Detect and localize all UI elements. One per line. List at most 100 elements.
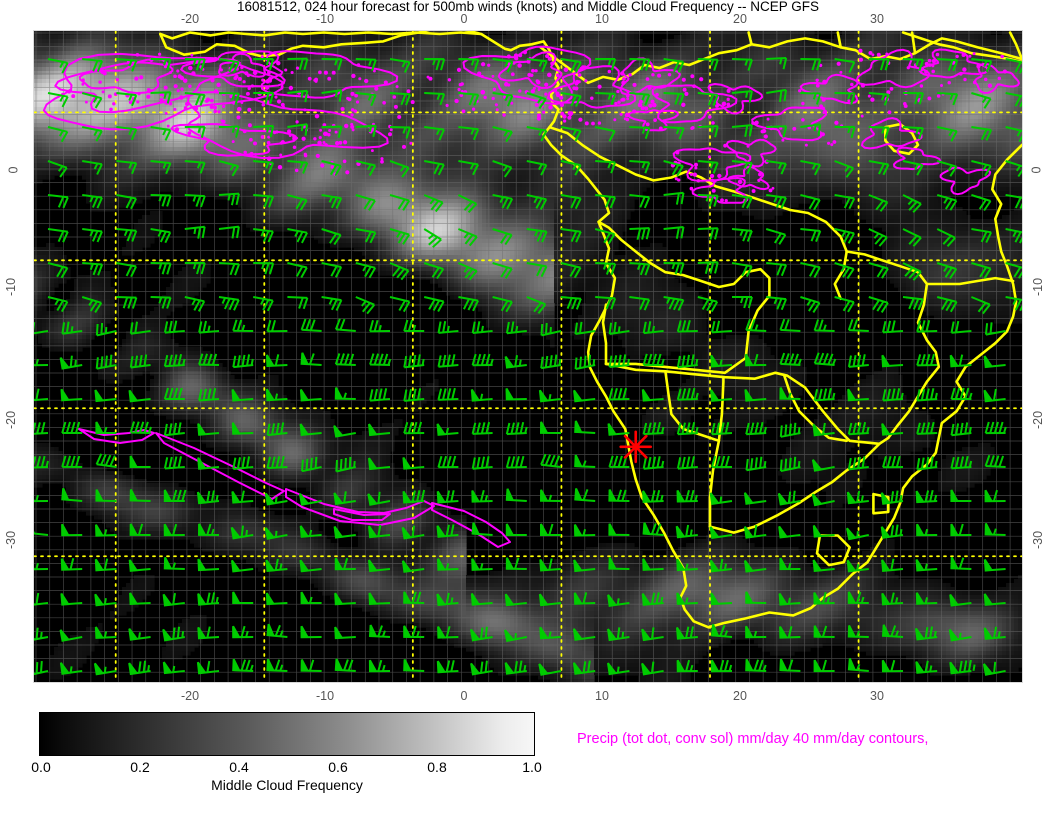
wind-barb	[949, 659, 976, 675]
wind-barb	[266, 319, 288, 333]
wind-barb	[265, 592, 288, 606]
wind-barb	[881, 423, 904, 436]
wind-barb	[436, 592, 459, 606]
wind-barb	[232, 456, 254, 470]
wind-barb	[984, 454, 1006, 468]
wind-barb	[355, 92, 377, 107]
wind-barb	[800, 194, 821, 211]
wind-barb	[560, 296, 582, 310]
wind-barb	[766, 160, 787, 175]
wind-barb	[129, 421, 152, 434]
wind-barb	[1005, 296, 1022, 312]
wind-barb	[424, 58, 446, 71]
wind-barb	[402, 489, 426, 504]
wind-barb	[321, 194, 343, 209]
wind-barb	[902, 262, 922, 281]
wind-barb	[778, 593, 801, 606]
wind-barb	[663, 126, 685, 140]
wind-barb	[128, 660, 151, 676]
wind-barb	[287, 194, 308, 211]
wind-barb	[663, 226, 685, 239]
wind-barb	[745, 353, 767, 367]
wind-barb	[868, 262, 889, 279]
wind-barb	[265, 388, 288, 402]
wind-barb	[492, 296, 513, 313]
wind-barb	[163, 320, 185, 334]
wind-barb	[881, 624, 904, 638]
wind-barb	[93, 662, 117, 676]
wind-barb	[608, 523, 630, 536]
x-tick-top-0: -20	[181, 12, 199, 26]
wind-barb	[403, 421, 425, 435]
wind-barb	[95, 453, 117, 468]
wind-barb	[321, 160, 342, 177]
wind-barb	[470, 626, 493, 642]
wind-barb	[355, 296, 376, 315]
wind-barb	[1005, 92, 1022, 108]
x-tick-top-4: 20	[733, 12, 747, 26]
wind-barb	[150, 262, 172, 275]
wind-barb	[697, 92, 719, 106]
y-tick-left-3: -30	[4, 531, 18, 549]
wind-barb	[950, 422, 972, 437]
wind-barb	[538, 663, 562, 676]
wind-barb	[813, 352, 837, 366]
wind-barb	[641, 389, 664, 402]
wind-barb	[47, 228, 69, 243]
wind-barb	[34, 661, 49, 676]
wind-barb	[607, 662, 630, 676]
wind-barb	[129, 354, 151, 369]
wind-barb	[916, 523, 938, 537]
wind-barb	[471, 558, 493, 571]
wind-barb	[458, 296, 479, 312]
wind-barb	[401, 560, 425, 573]
wind-barb	[253, 194, 275, 208]
wind-barb	[779, 456, 801, 472]
wind-barb	[253, 91, 275, 105]
wind-barb	[287, 123, 309, 136]
wind-barb	[916, 421, 938, 435]
wind-barb	[437, 625, 459, 639]
wind-barb	[231, 559, 254, 573]
wind-barb	[301, 456, 322, 473]
wind-barb	[334, 318, 356, 332]
wind-barb	[868, 126, 890, 139]
wind-barb	[540, 453, 562, 468]
wind-barb	[526, 262, 548, 278]
wind-barb	[403, 591, 425, 604]
wind-barb	[47, 126, 69, 143]
wind-barb	[800, 58, 822, 71]
wind-barb	[971, 58, 993, 73]
wind-barb	[731, 90, 753, 103]
wind-barb	[197, 457, 220, 470]
wind-barb	[403, 319, 425, 332]
wind-barb	[423, 194, 444, 213]
wind-barb	[779, 318, 801, 332]
precip-dots	[61, 48, 1007, 203]
wind-barb	[984, 322, 1006, 336]
wind-barb	[539, 626, 562, 640]
wind-barb	[47, 160, 68, 178]
wind-barb	[834, 125, 856, 139]
wind-barb	[778, 525, 801, 539]
wind-barb	[334, 353, 356, 366]
wind-barb	[94, 389, 117, 403]
wind-barb	[574, 354, 596, 370]
wind-barb	[47, 262, 69, 279]
wind-barb	[47, 58, 69, 74]
wind-barb	[198, 320, 220, 334]
wind-barb	[847, 456, 869, 471]
wind-barb	[47, 92, 69, 108]
wind-barb	[663, 58, 685, 73]
wind-barb	[697, 125, 719, 138]
map-plot-area[interactable]	[33, 30, 1023, 683]
wind-barb	[389, 126, 411, 139]
wind-barb	[779, 387, 801, 400]
wind-barb	[287, 296, 309, 310]
wind-barb	[800, 228, 822, 242]
wind-barb	[163, 422, 185, 437]
wind-barb	[915, 626, 938, 641]
wind-barb	[368, 559, 391, 573]
wind-barb	[232, 591, 254, 604]
wind-barb	[540, 322, 562, 337]
